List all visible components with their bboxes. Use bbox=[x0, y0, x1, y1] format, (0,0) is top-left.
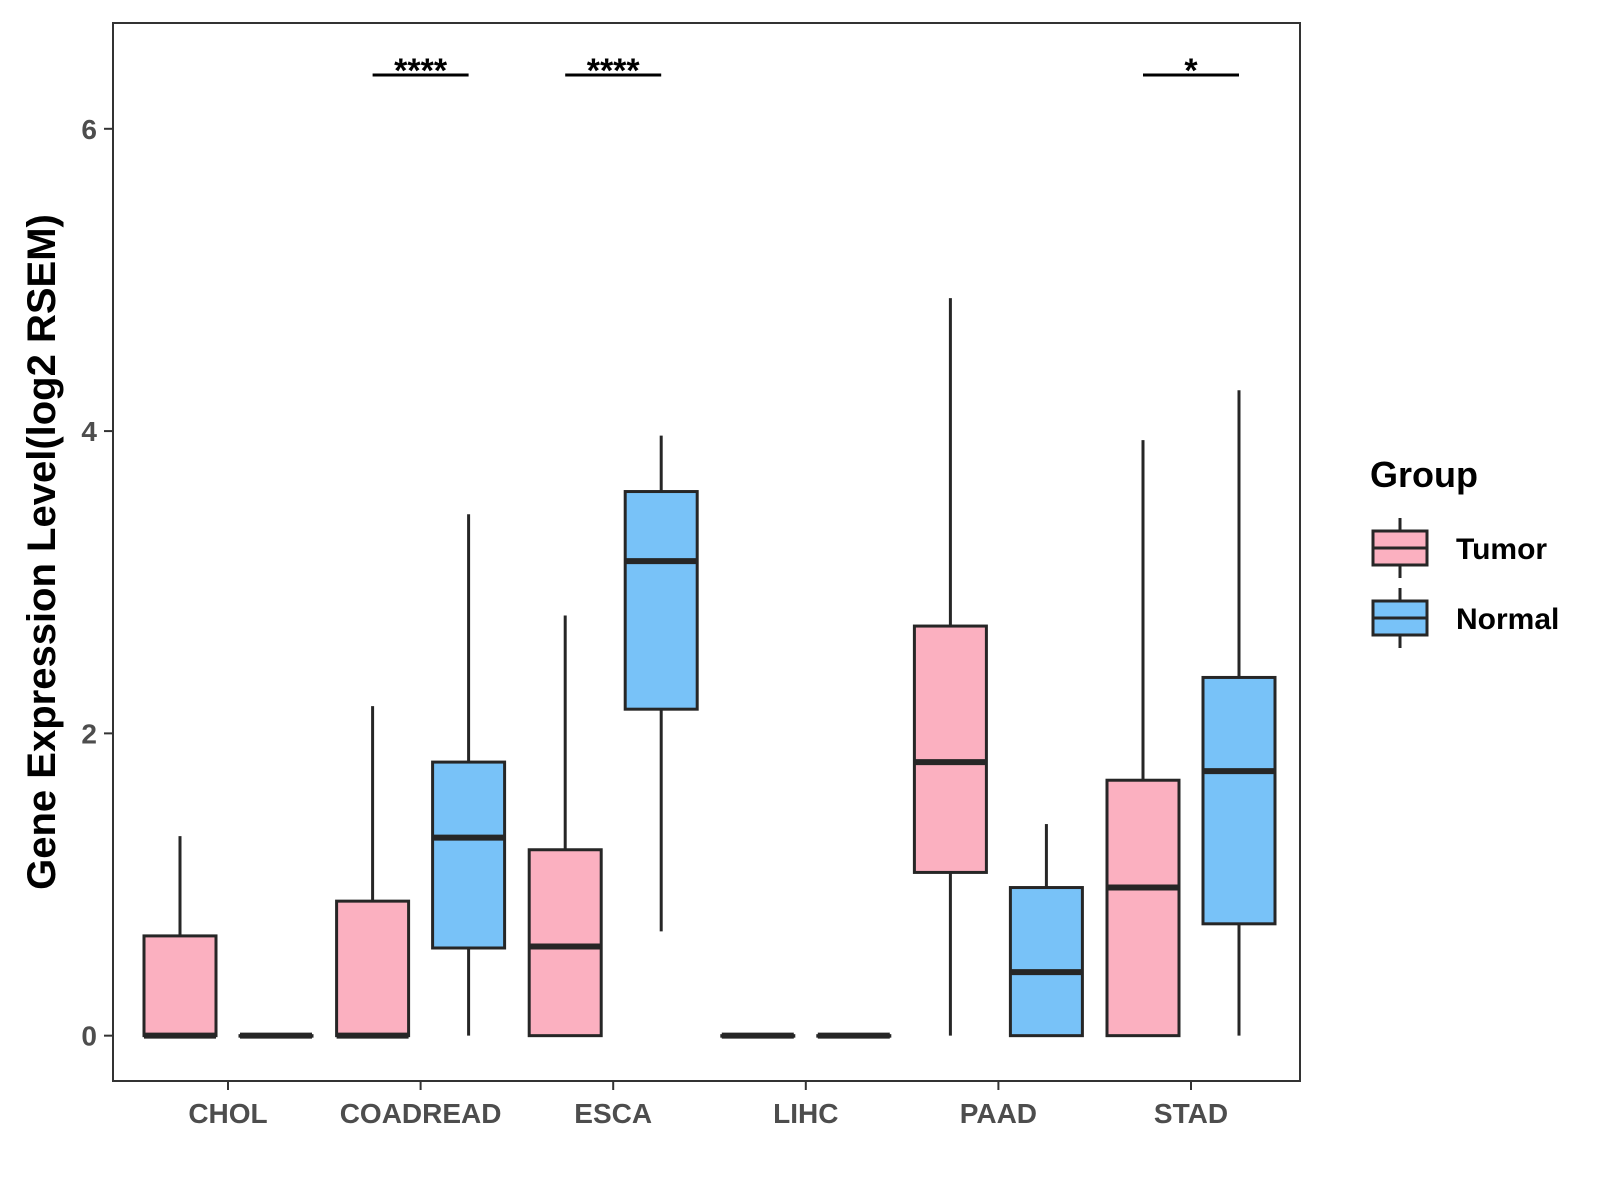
x-tick-label: PAAD bbox=[960, 1098, 1037, 1129]
normal-box-coadread bbox=[431, 514, 507, 1036]
iqr-box bbox=[912, 624, 988, 874]
iqr-box bbox=[335, 899, 411, 1038]
significance-label: * bbox=[1184, 52, 1198, 90]
y-tick-label: 4 bbox=[81, 416, 97, 447]
plot-panel bbox=[112, 22, 1301, 1082]
x-tick-label: COADREAD bbox=[340, 1098, 502, 1129]
legend-label: Tumor bbox=[1456, 533, 1547, 566]
iqr-box bbox=[1105, 778, 1181, 1038]
legend: Group Tumor Normal bbox=[1370, 454, 1559, 648]
tumor-box-paad bbox=[912, 298, 988, 1036]
y-axis-title: Gene Expression Level(log2 RSEM) bbox=[20, 214, 64, 890]
legend-title: Group bbox=[1370, 454, 1478, 495]
x-tick-label: CHOL bbox=[188, 1098, 267, 1129]
iqr-box bbox=[431, 760, 507, 950]
x-tick-label: STAD bbox=[1154, 1098, 1228, 1129]
tumor-box-stad bbox=[1105, 440, 1181, 1038]
legend-item-tumor: Tumor bbox=[1371, 518, 1547, 578]
legend-label: Normal bbox=[1456, 603, 1559, 636]
y-tick-label: 0 bbox=[81, 1021, 97, 1052]
normal-box-esca bbox=[623, 435, 699, 932]
iqr-box bbox=[623, 490, 699, 711]
tumor-box-chol bbox=[142, 836, 218, 1039]
iqr-box bbox=[142, 934, 218, 1038]
tumor-box-coadread bbox=[335, 706, 411, 1039]
x-tick-label: ESCA bbox=[574, 1098, 652, 1129]
iqr-box bbox=[1201, 675, 1277, 926]
y-tick-label: 2 bbox=[81, 718, 97, 749]
normal-box-lihc bbox=[816, 1032, 892, 1039]
iqr-box bbox=[527, 848, 603, 1038]
legend-item-normal: Normal bbox=[1371, 588, 1559, 648]
significance-label: **** bbox=[394, 52, 448, 90]
iqr-box bbox=[1008, 886, 1084, 1038]
y-axis: 0 2 4 6 bbox=[81, 114, 113, 1052]
tumor-box-esca bbox=[527, 615, 603, 1038]
y-tick-label: 6 bbox=[81, 114, 97, 145]
significance-label: **** bbox=[587, 52, 641, 90]
x-axis: CHOL COADREAD ESCA LIHC PAAD STAD bbox=[188, 1081, 1228, 1129]
significance-layer: **** **** * bbox=[372, 52, 1239, 90]
tumor-box-lihc bbox=[720, 1032, 796, 1039]
normal-box-paad bbox=[1008, 824, 1084, 1038]
x-tick-label: LIHC bbox=[773, 1098, 838, 1129]
normal-box-chol bbox=[238, 1032, 314, 1039]
boxes-layer bbox=[142, 298, 1277, 1039]
normal-box-stad bbox=[1201, 390, 1277, 1036]
